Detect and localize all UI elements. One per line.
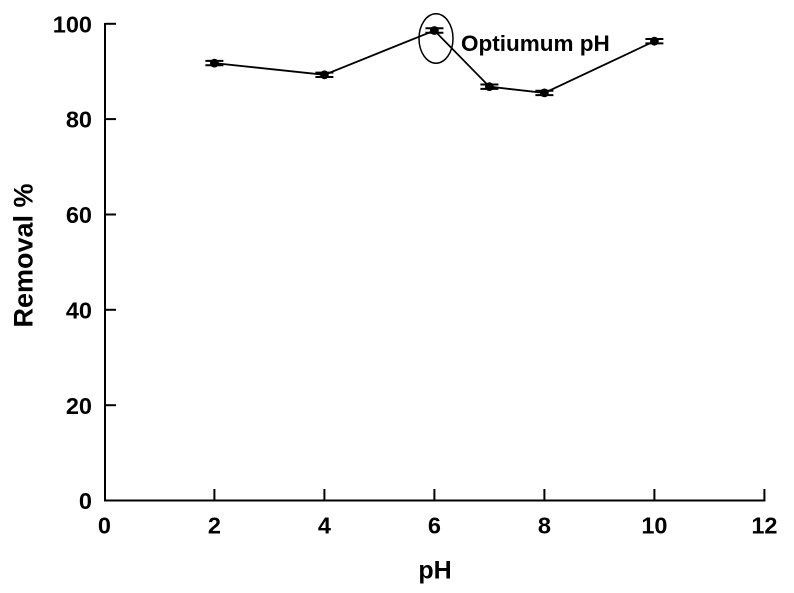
svg-text:80: 80: [66, 107, 92, 133]
svg-text:0: 0: [79, 488, 92, 514]
svg-text:40: 40: [66, 297, 92, 323]
svg-text:6: 6: [428, 513, 441, 539]
svg-text:8: 8: [538, 513, 551, 539]
svg-text:10: 10: [641, 513, 667, 539]
svg-text:0: 0: [98, 513, 111, 539]
svg-text:100: 100: [53, 12, 92, 38]
svg-text:Optiumum pH: Optiumum pH: [461, 31, 610, 56]
svg-text:12: 12: [751, 513, 777, 539]
svg-text:Removal %: Removal %: [8, 183, 38, 327]
svg-text:60: 60: [66, 202, 92, 228]
svg-text:pH: pH: [418, 556, 451, 584]
svg-text:20: 20: [66, 393, 92, 419]
svg-text:4: 4: [318, 513, 331, 539]
svg-text:2: 2: [208, 513, 221, 539]
